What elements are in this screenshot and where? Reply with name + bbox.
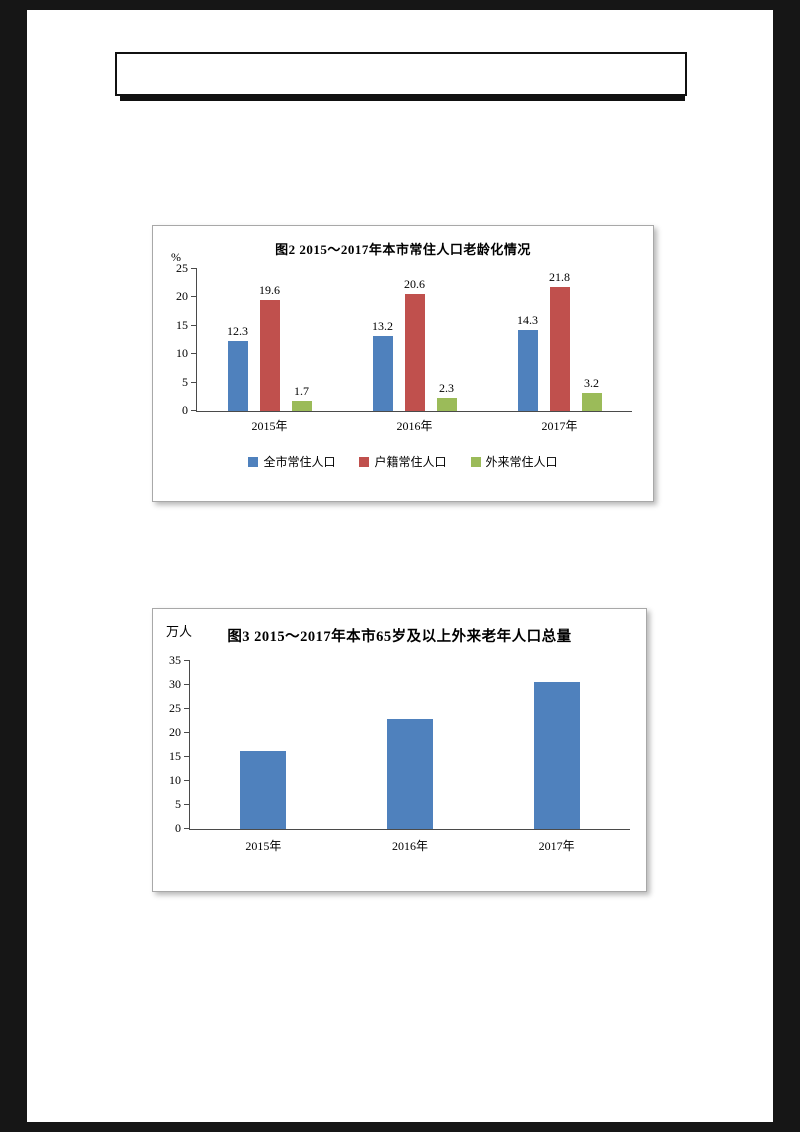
document-page: 图2 2015～2017年本市常住人口老龄化情况 % 0 5 10 15 20 25 12.… — [27, 10, 773, 1122]
chart-title: 图3 2015～2017年本市65岁及以上外来老年人口总量 — [227, 629, 572, 645]
y-axis-tick: 0 — [175, 821, 190, 835]
y-axis-unit-label: 万人 — [166, 624, 193, 639]
bar-value-label: 21.8 — [549, 270, 570, 285]
bar-group — [337, 661, 484, 829]
y-axis-tick: 20 — [169, 725, 190, 739]
bar — [387, 719, 433, 829]
bar-value-label: 3.2 — [584, 375, 599, 390]
x-axis-label: 2015年 — [251, 419, 288, 433]
x-axis-labels: 2015年 2016年 2017年 — [190, 837, 630, 854]
plot-area: 0 5 10 15 20 25 12.3 19.6 1.7 13.2 20.6 2.3 14.3 21.8… — [176, 261, 632, 417]
y-axis-tick-label: 15 — [169, 749, 181, 763]
y-axis-tick: 35 — [169, 653, 190, 667]
y-axis-tick: 30 — [169, 677, 190, 691]
y-axis-tick: 25 — [176, 261, 197, 275]
figure3-migrant-elderly-chart: 图3 2015～2017年本市65岁及以上外来老年人口总量 万人 0 5 10 15 2… — [152, 608, 647, 892]
bar-groups: 12.3 19.6 1.7 13.2 20.6 2.3 14.3 21.8 3.2 — [197, 269, 632, 411]
chart-legend: 全市常住人口 户籍常住人口 外来常住人口 — [153, 453, 653, 470]
y-axis-tick-label: 25 — [169, 701, 181, 715]
x-axis-labels: 2015年 2016年 2017年 — [197, 417, 632, 434]
y-axis-tick: 15 — [169, 749, 190, 763]
bar-value-label: 1.7 — [294, 384, 309, 399]
bar: 12.3 — [227, 324, 248, 411]
bar-group: 14.3 21.8 3.2 — [487, 269, 632, 411]
y-axis-tick-label: 20 — [169, 725, 181, 739]
legend-swatch — [359, 456, 370, 467]
x-axis-label: 2017年 — [538, 839, 575, 853]
y-axis-tick-label: 15 — [176, 317, 188, 332]
y-axis-tick-label: 10 — [169, 773, 181, 787]
y-axis-tick-label: 5 — [175, 797, 181, 811]
y-axis-tick: 25 — [169, 701, 190, 715]
bar-value-label: 2.3 — [439, 380, 454, 395]
y-axis-tick: 15 — [176, 318, 197, 332]
bar-value-label: 20.6 — [404, 277, 425, 291]
y-axis-tick: 20 — [176, 289, 197, 303]
bar-group: 12.3 19.6 1.7 — [197, 269, 342, 411]
y-axis-tick-label: 30 — [169, 677, 181, 691]
figure2-aging-population-chart: 图2 2015～2017年本市常住人口老龄化情况 % 0 5 10 15 20 25 12.… — [152, 225, 654, 502]
bar-group — [483, 661, 630, 829]
bar — [240, 751, 287, 829]
bar-value-label: 14.3 — [517, 312, 538, 327]
legend-swatch — [248, 456, 259, 467]
y-axis-tick: 10 — [176, 346, 197, 360]
bar-groups — [190, 661, 630, 829]
y-axis-tick-label: 5 — [182, 374, 188, 389]
bar-group: 13.2 20.6 2.3 — [342, 269, 487, 411]
x-axis-label: 2016年 — [396, 419, 433, 433]
bar: 20.6 — [404, 277, 425, 411]
bar-value-label: 19.6 — [259, 282, 280, 297]
plot-area: 0 5 10 15 20 25 30 35 — [169, 653, 630, 835]
legend-label: 全市常住人口 — [263, 455, 336, 469]
bar: 1.7 — [291, 384, 312, 411]
y-axis-tick-label: 35 — [169, 653, 181, 667]
y-axis-unit-label: % — [171, 250, 181, 264]
legend-item: 全市常住人口 — [248, 453, 335, 470]
bar: 2.3 — [436, 381, 457, 411]
y-axis-tick-label: 0 — [175, 821, 181, 835]
bar-group — [190, 661, 337, 829]
y-axis-tick: 10 — [169, 773, 190, 787]
y-axis-tick-label: 25 — [176, 261, 188, 275]
chart-title: 图2 2015～2017年本市常住人口老龄化情况 — [275, 242, 531, 257]
bar — [533, 681, 580, 829]
bar: 13.2 — [372, 319, 393, 411]
y-axis-tick-label: 0 — [182, 403, 188, 417]
legend-label: 户籍常住人口 — [374, 455, 447, 469]
legend-item: 户籍常住人口 — [359, 453, 447, 470]
y-axis-tick-label: 10 — [176, 346, 188, 361]
header-underline — [120, 96, 685, 101]
bar-value-label: 13.2 — [372, 319, 393, 334]
x-axis-label: 2015年 — [245, 839, 282, 853]
bar: 3.2 — [581, 376, 602, 411]
bar: 19.6 — [259, 283, 280, 411]
header-box — [115, 52, 687, 96]
legend-swatch — [470, 456, 481, 467]
x-axis-label: 2017年 — [541, 419, 578, 433]
y-axis-tick-label: 20 — [176, 289, 188, 304]
y-axis-tick: 0 — [182, 403, 197, 417]
y-axis-tick: 5 — [182, 375, 197, 389]
y-axis-tick: 5 — [175, 797, 190, 811]
bar: 14.3 — [517, 313, 538, 411]
legend-label: 外来常住人口 — [485, 455, 558, 469]
bar: 21.8 — [549, 270, 570, 411]
bar-value-label: 12.3 — [227, 324, 248, 339]
x-axis-label: 2016年 — [392, 839, 429, 853]
legend-item: 外来常住人口 — [470, 453, 558, 470]
